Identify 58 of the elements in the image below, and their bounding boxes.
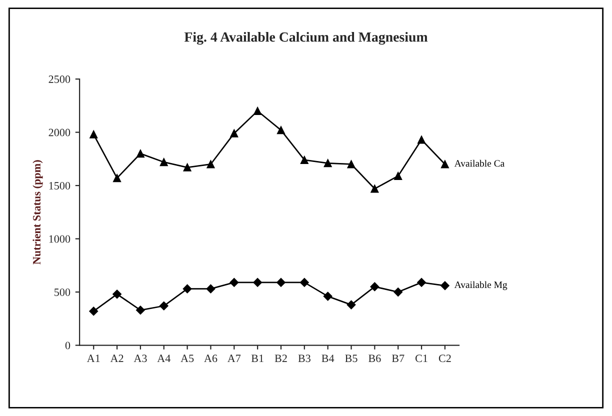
point	[440, 160, 449, 168]
chart-title: Fig. 4 Available Calcium and Magnesium	[184, 32, 428, 45]
x-tick-label: B3	[298, 354, 310, 362]
x-tick-label: A7	[227, 354, 241, 362]
x-tick-label: B1	[251, 354, 264, 362]
point	[347, 160, 356, 168]
x-tick-label: B7	[392, 354, 404, 362]
x-tick-label: A3	[134, 354, 147, 362]
x-tick-label: B4	[322, 354, 334, 362]
x-tick-label: C2	[438, 354, 451, 362]
x-tick-label: C1	[415, 354, 428, 362]
x-tick-label: A6	[204, 354, 218, 362]
point	[440, 281, 450, 290]
y-axis-title: Nutrient Status (ppm)	[32, 160, 43, 264]
y-tick-label: 1000	[49, 235, 70, 243]
point	[136, 150, 144, 158]
point	[300, 156, 308, 164]
point	[206, 284, 216, 294]
y-tick-label: 500	[54, 288, 70, 296]
point	[417, 278, 426, 287]
y-tick-label: 2500	[48, 76, 70, 84]
point	[300, 278, 309, 287]
point	[323, 292, 332, 301]
point	[394, 288, 403, 296]
point	[276, 278, 286, 287]
y-tick-label: 2000	[48, 128, 70, 136]
series-label: Available Ca	[454, 160, 504, 167]
x-tick-label: B6	[368, 354, 381, 362]
point	[370, 184, 379, 193]
x-tick-label: A4	[157, 354, 170, 362]
point	[113, 174, 122, 182]
x-tick-label: A2	[110, 354, 124, 362]
point	[206, 160, 215, 168]
x-tick-label: B5	[345, 354, 358, 362]
point	[159, 301, 168, 310]
point	[90, 130, 98, 138]
point	[136, 306, 145, 315]
point	[418, 136, 426, 144]
y-tick-label: 0	[65, 342, 70, 350]
point	[254, 106, 262, 115]
point	[230, 278, 239, 287]
point	[160, 158, 168, 166]
point	[182, 284, 192, 294]
point	[346, 300, 356, 310]
x-tick-label: B2	[274, 354, 287, 362]
point	[253, 278, 262, 287]
point	[89, 306, 98, 316]
point	[277, 126, 285, 134]
point	[112, 290, 122, 299]
point	[370, 282, 380, 292]
point	[394, 172, 402, 180]
y-tick-label: 1500	[49, 182, 70, 190]
x-tick-label: A5	[180, 354, 194, 362]
point	[183, 163, 192, 172]
point	[324, 159, 332, 168]
series-label: Available Mg	[454, 281, 508, 290]
x-tick-label: A1	[86, 354, 100, 362]
point	[230, 129, 238, 138]
